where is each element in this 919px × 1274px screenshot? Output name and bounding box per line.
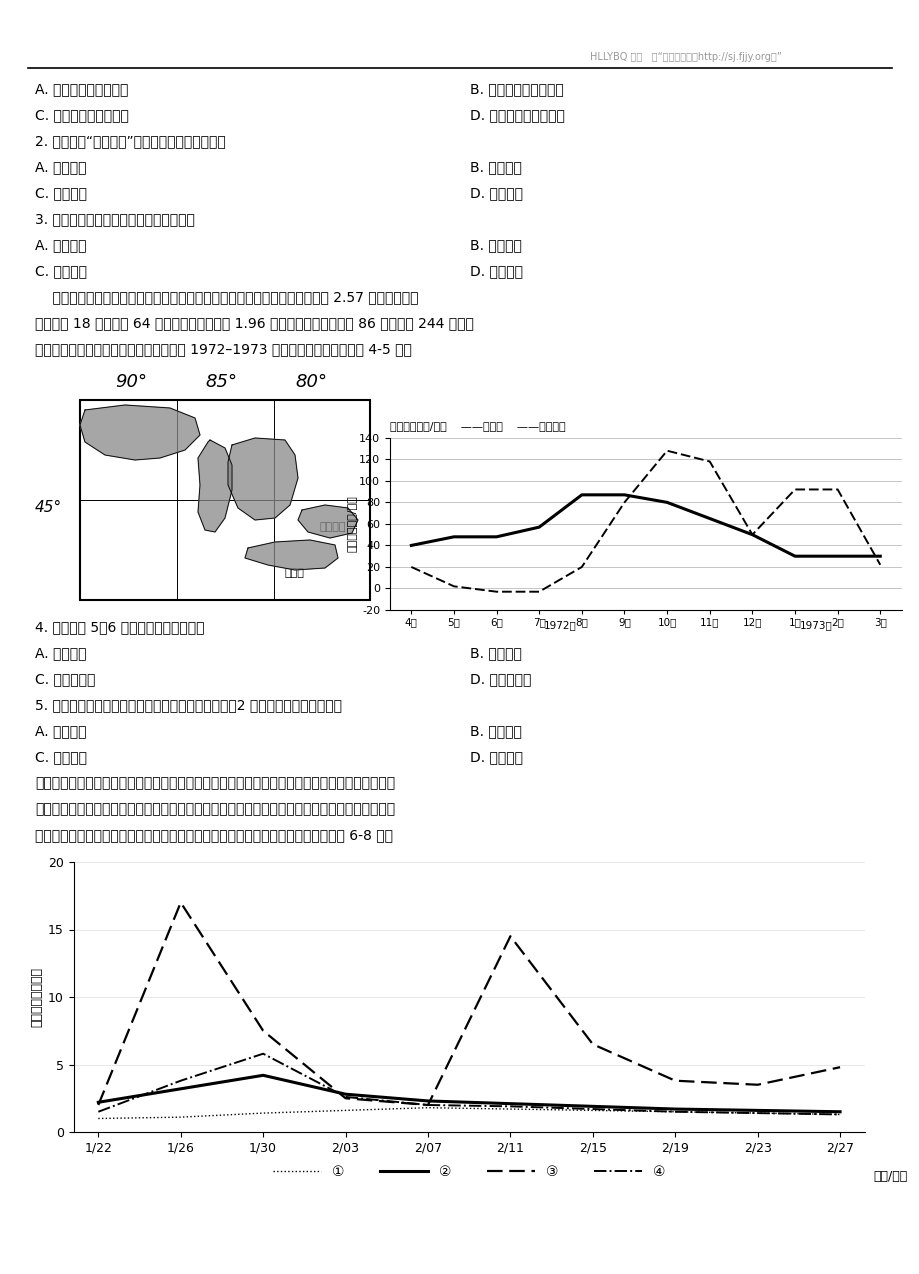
Text: C. 纬度位置: C. 纬度位置: [35, 750, 87, 764]
Polygon shape: [298, 505, 357, 538]
Text: 5. 安大略湖蔓发量最大値出现的时间比伊利湖推迟近2 个月，最主要影响因子是: 5. 安大略湖蔓发量最大値出现的时间比伊利湖推迟近2 个月，最主要影响因子是: [35, 698, 342, 712]
Y-axis label: 百度迁徙规模指数: 百度迁徙规模指数: [31, 967, 44, 1027]
Text: 伊利湖: 伊利湖: [285, 568, 304, 578]
Polygon shape: [228, 438, 298, 520]
Text: A. 集散中心: A. 集散中心: [35, 161, 86, 175]
Text: C. 消费市场: C. 消费市场: [35, 186, 87, 200]
Polygon shape: [80, 405, 199, 460]
Text: D. 加工产地: D. 加工产地: [470, 186, 522, 200]
Text: D. 方便饮用: D. 方便饮用: [470, 264, 522, 278]
Text: 入和迁出的百度迁徙规模指数变化。该年百度迁徙规模指数甲市小于乙市。据此完成 6-8 题。: 入和迁出的百度迁徙规模指数变化。该年百度迁徙规模指数甲市小于乙市。据此完成 6-…: [35, 828, 392, 842]
Text: （月/日）: （月/日）: [872, 1170, 906, 1182]
Text: 80°: 80°: [295, 373, 326, 391]
Polygon shape: [244, 540, 337, 569]
Text: 2. 晋商成为“万里茶道”的核心，是因为山西地处: 2. 晋商成为“万里茶道”的核心，是因为山西地处: [35, 134, 225, 148]
Text: 安大略湖: 安大略湖: [320, 522, 346, 533]
Text: A. 便于运输: A. 便于运输: [35, 238, 86, 252]
Text: D. 海陆位置: D. 海陆位置: [470, 750, 522, 764]
Legend: ①, ②, ③, ④: ①, ②, ③, ④: [267, 1159, 671, 1185]
Polygon shape: [198, 440, 232, 533]
Text: C. 提升品质: C. 提升品质: [35, 264, 87, 278]
Text: 45°: 45°: [35, 499, 62, 515]
Text: 85°: 85°: [205, 373, 237, 391]
Text: HLLYBQ 整理   供“高中试卷网（http://sj.fjjy.org）”: HLLYBQ 整理 供“高中试卷网（http://sj.fjjy.org）”: [589, 52, 781, 62]
Text: 平均深度 18 米，最深 64 米。安大略湖面积约 1.96 万平方千米，平均深度 86 米，最深 244 米。下: 平均深度 18 米，最深 64 米。安大略湖面积约 1.96 万平方千米，平均深…: [35, 316, 473, 330]
Text: B. 美化包装: B. 美化包装: [470, 238, 521, 252]
Text: A. 湖泊面积: A. 湖泊面积: [35, 724, 86, 738]
Text: 90°: 90°: [115, 373, 147, 391]
Text: 百度迁徙规模指数反映春运期间迁入或迁出的人口规模，城市间可横向对比。甲、乙为我国相邻省: 百度迁徙规模指数反映春运期间迁入或迁出的人口规模，城市间可横向对比。甲、乙为我国…: [35, 776, 394, 790]
Text: B. 进入雨季: B. 进入雨季: [470, 646, 521, 660]
Text: B. 湖水深度: B. 湖水深度: [470, 724, 521, 738]
Text: 份中的两个城市。乙市制造业发达，吸引甲市大量人口赴乙市务工。图示为某年甲、乙两市人口迁: 份中的两个城市。乙市制造业发达，吸引甲市大量人口赴乙市务工。图示为某年甲、乙两市…: [35, 803, 394, 817]
Y-axis label: 蔓发量（毫米/月）: 蔓发量（毫米/月）: [346, 496, 356, 552]
Text: 伊利湖、安大略湖分别是北美洲五大湖中最南、最东的湖泊。伊利湖面积约 2.57 万平方千米，: 伊利湖、安大略湖分别是北美洲五大湖中最南、最东的湖泊。伊利湖面积约 2.57 万…: [35, 290, 418, 304]
Bar: [80, 400, 369, 600]
Text: D. 具有明显的药用功能: D. 具有明显的药用功能: [470, 108, 564, 122]
Text: 图分别示意伊利湖和安大略湖的位置及其 1972–1973 年蔓发量变化。据此完成 4-5 题。: 图分别示意伊利湖和安大略湖的位置及其 1972–1973 年蔓发量变化。据此完成…: [35, 341, 412, 355]
Text: 蔓发量（毫米/月）    ——伊利湖    ——安大略湖: 蔓发量（毫米/月） ——伊利湖 ——安大略湖: [390, 422, 565, 432]
Text: 3. 晋商把茶叶加工成茶砖，其主要目的是: 3. 晋商把茶叶加工成茶砖，其主要目的是: [35, 211, 195, 225]
Text: 4. 安大略湖 5、6 月蔓发量最小，是由于: 4. 安大略湖 5、6 月蔓发量最小，是由于: [35, 620, 204, 634]
Text: C. 风力强度小: C. 风力强度小: [35, 671, 96, 685]
Text: A. 气温下降: A. 气温下降: [35, 646, 86, 660]
Text: D. 正値融冰期: D. 正値融冰期: [470, 671, 531, 685]
Text: B. 种植产地: B. 种植产地: [470, 161, 521, 175]
Text: C. 有抗寒、抗湿的功效: C. 有抗寒、抗湿的功效: [35, 108, 129, 122]
Text: B. 能改善高脂饮食结构: B. 能改善高脂饮食结构: [470, 82, 563, 96]
Text: A. 属于奢侈品，利润高: A. 属于奢侈品，利润高: [35, 82, 129, 96]
Text: 1972年: 1972年: [543, 619, 576, 629]
Text: 1973年: 1973年: [800, 619, 832, 629]
